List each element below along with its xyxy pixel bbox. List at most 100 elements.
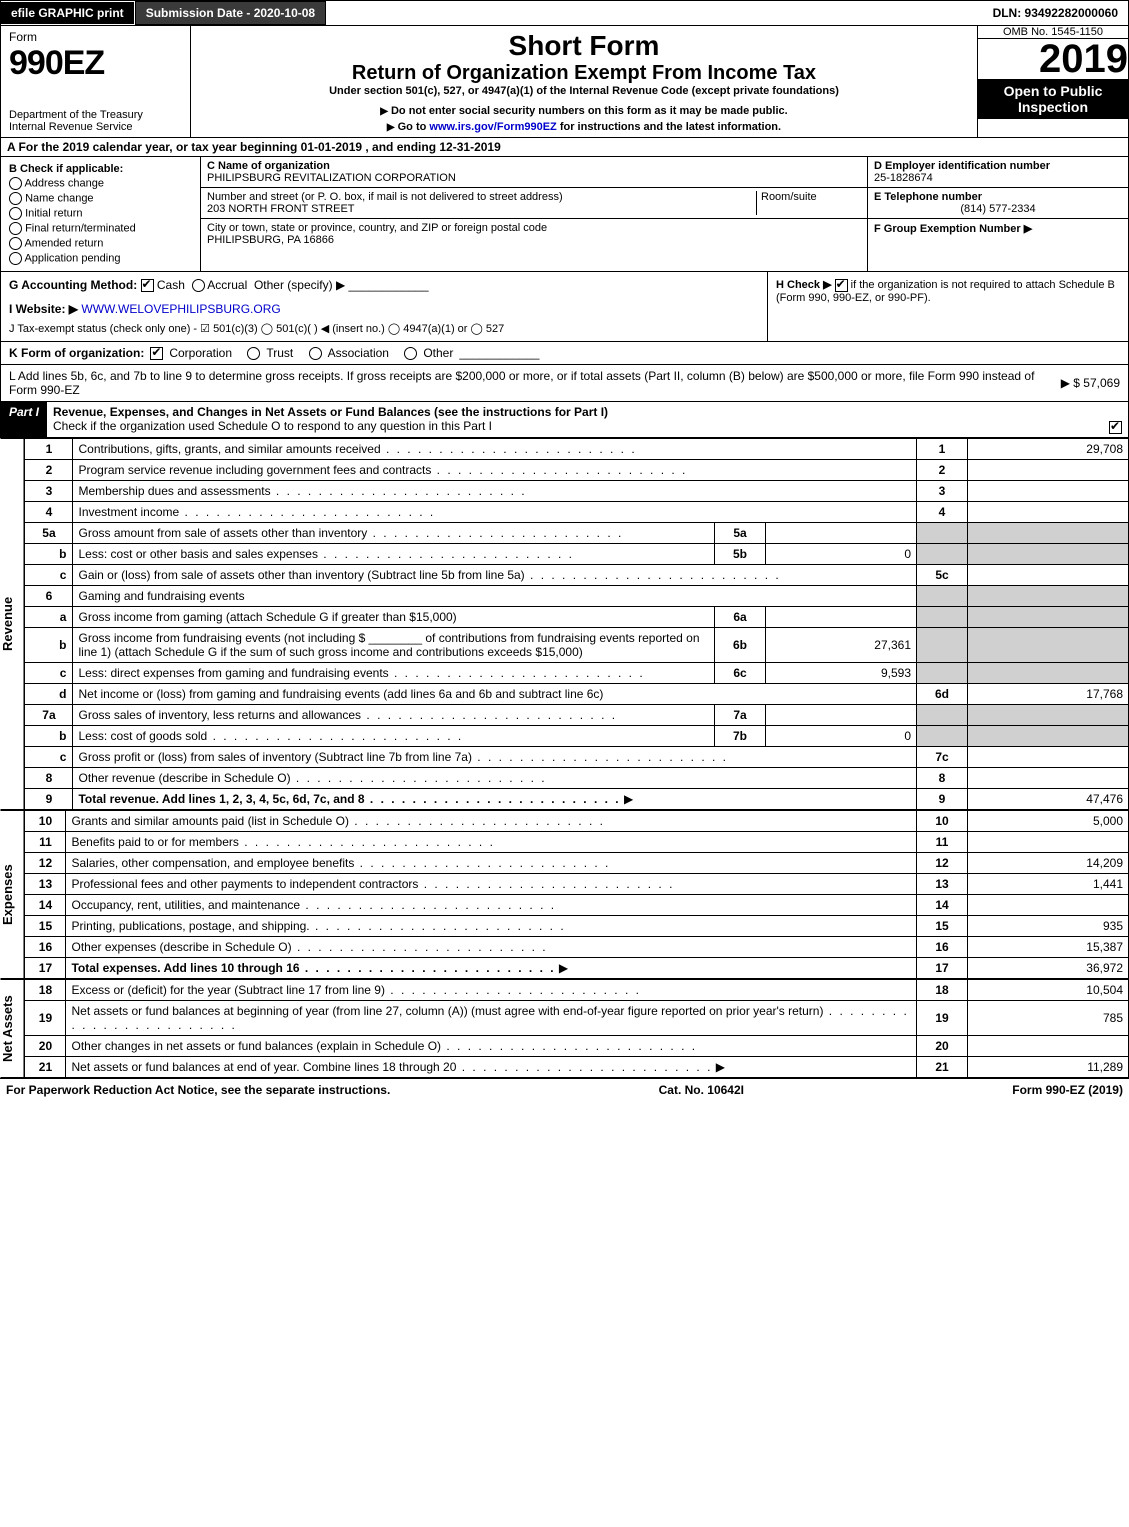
line-4: 4Investment income4 [25,501,1129,522]
city-label: City or town, state or province, country… [207,222,547,234]
line-6c: cLess: direct expenses from gaming and f… [25,662,1129,683]
name-change-checkbox[interactable] [9,192,22,205]
line-19: 19Net assets or fund balances at beginni… [25,1000,1129,1035]
info-grid: B Check if applicable: Address change Na… [0,157,1129,272]
part1-badge: Part I [1,402,47,436]
right-header-col: OMB No. 1545-1150 2019 Open to Public In… [978,26,1128,137]
line-18: 18Excess or (deficit) for the year (Subt… [25,979,1129,1000]
efile-print-button[interactable]: efile GRAPHIC print [1,2,135,24]
accrual-label: Accrual [207,278,247,292]
title-col: Short Form Return of Organization Exempt… [191,26,978,137]
website-link[interactable]: WWW.WELOVEPHILIPSBURG.ORG [81,302,280,316]
section-b: B Check if applicable: Address change Na… [1,157,201,271]
form-id-col: Form 990EZ Department of the Treasury In… [1,26,191,137]
form-number: 990EZ [9,44,104,82]
trust-checkbox[interactable] [247,347,260,360]
part1-check-line: Check if the organization used Schedule … [53,419,492,433]
cb-amended: Amended return [24,237,103,249]
line-6: 6Gaming and fundraising events [25,585,1129,606]
revenue-table: 1Contributions, gifts, grants, and simil… [24,438,1129,810]
form-label: Form [9,30,37,44]
row-l: L Add lines 5b, 6c, and 7b to line 9 to … [0,365,1129,402]
row-j: J Tax-exempt status (check only one) - ☑… [9,322,759,335]
footer-left: For Paperwork Reduction Act Notice, see … [6,1083,390,1097]
open-to-public: Open to Public Inspection [978,79,1128,119]
room-label: Room/suite [761,191,817,203]
part1-header-row: Part I Revenue, Expenses, and Changes in… [0,402,1129,437]
final-return-checkbox[interactable] [9,222,22,235]
part1-schedule-o-checkbox[interactable] [1109,421,1122,434]
line-16: 16Other expenses (describe in Schedule O… [25,936,1129,957]
k-corp: Corporation [169,346,232,360]
ein-value: 25-1828674 [874,172,933,184]
line-5a: 5aGross amount from sale of assets other… [25,522,1129,543]
application-pending-checkbox[interactable] [9,252,22,265]
other-org-checkbox[interactable] [404,347,417,360]
line-5b: bLess: cost or other basis and sales exp… [25,543,1129,564]
f-label: F Group Exemption Number ▶ [874,223,1032,235]
line-2: 2Program service revenue including gover… [25,459,1129,480]
cb-initial: Initial return [25,207,82,219]
short-form-title: Short Form [199,30,969,62]
part1-heading: Revenue, Expenses, and Changes in Net As… [53,405,608,419]
expenses-table: 10Grants and similar amounts paid (list … [24,810,1129,979]
form-header: Form 990EZ Department of the Treasury In… [0,26,1129,138]
ssn-warning: Do not enter social security numbers on … [199,105,969,117]
org-street: 203 NORTH FRONT STREET [207,203,355,215]
submission-date-button[interactable]: Submission Date - 2020-10-08 [135,1,326,25]
d-label: D Employer identification number [874,160,1050,172]
expenses-sidebar: Expenses [0,810,24,979]
address-change-checkbox[interactable] [9,177,22,190]
k-trust: Trust [266,346,293,360]
line-7b: bLess: cost of goods sold7b0 [25,725,1129,746]
tax-year: 2019 [978,39,1128,79]
org-city: PHILIPSBURG, PA 16866 [207,234,334,246]
under-section: Under section 501(c), 527, or 4947(a)(1)… [199,85,969,97]
line-17: 17Total expenses. Add lines 10 through 1… [25,957,1129,978]
k-label: K Form of organization: [9,346,144,360]
line-6a: aGross income from gaming (attach Schedu… [25,606,1129,627]
cash-label: Cash [157,278,185,292]
expenses-section: Expenses 10Grants and similar amounts pa… [0,810,1129,979]
line-9: 9Total revenue. Add lines 1, 2, 3, 4, 5c… [25,788,1129,809]
line-6b: bGross income from fundraising events (n… [25,627,1129,662]
footer-mid: Cat. No. 10642I [659,1083,744,1097]
accrual-checkbox[interactable] [192,279,205,292]
amended-return-checkbox[interactable] [9,237,22,250]
initial-return-checkbox[interactable] [9,207,22,220]
h-checkbox[interactable] [835,279,848,292]
assoc-checkbox[interactable] [309,347,322,360]
l-text: L Add lines 5b, 6c, and 7b to line 9 to … [9,369,1055,397]
netassets-table: 18Excess or (deficit) for the year (Subt… [24,979,1129,1078]
footer-right: Form 990-EZ (2019) [1012,1083,1123,1097]
line-12: 12Salaries, other compensation, and empl… [25,852,1129,873]
row-g: G Accounting Method: Cash Accrual Other … [1,272,768,341]
cash-checkbox[interactable] [141,279,154,292]
dept-label: Department of the Treasury [9,109,143,121]
section-def: D Employer identification number 25-1828… [868,157,1128,271]
irs-link[interactable]: www.irs.gov/Form990EZ [429,121,556,133]
row-k: K Form of organization: Corporation Trus… [0,342,1129,365]
line-13: 13Professional fees and other payments t… [25,873,1129,894]
line-15: 15Printing, publications, postage, and s… [25,915,1129,936]
dln-label: DLN: 93492282000060 [983,2,1128,24]
i-label: I Website: ▶ [9,302,78,316]
line-20: 20Other changes in net assets or fund ba… [25,1035,1129,1056]
line-6d: dNet income or (loss) from gaming and fu… [25,683,1129,704]
part1-desc: Revenue, Expenses, and Changes in Net As… [47,402,1128,436]
org-name: PHILIPSBURG REVITALIZATION CORPORATION [207,172,456,184]
c-label: C Name of organization [207,160,330,172]
revenue-section: Revenue 1Contributions, gifts, grants, a… [0,438,1129,810]
netassets-section: Net Assets 18Excess or (deficit) for the… [0,979,1129,1078]
top-bar: efile GRAPHIC print Submission Date - 20… [0,0,1129,26]
netassets-sidebar: Net Assets [0,979,24,1078]
cb-address: Address change [24,177,104,189]
corp-checkbox[interactable] [150,347,163,360]
cb-pending: Application pending [24,252,120,264]
cb-name: Name change [25,192,94,204]
g-label: G Accounting Method: [9,278,137,292]
line-8: 8Other revenue (describe in Schedule O)8 [25,767,1129,788]
phone-value: (814) 577-2334 [874,203,1122,215]
irs-label: Internal Revenue Service [9,121,133,133]
main-title: Return of Organization Exempt From Incom… [199,62,969,85]
